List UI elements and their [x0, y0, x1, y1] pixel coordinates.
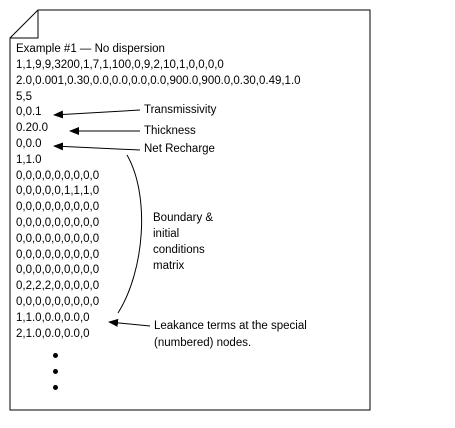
code-line: 0,0,0,0,0,0,0,0,0: [16, 296, 100, 308]
code-line: 0,0,0,0,0,0,0,0,0: [16, 264, 100, 277]
page-outline: [9, 9, 371, 411]
code-line: 0,0,0,0,0,0,0,0,0: [16, 201, 100, 214]
net-recharge-arrow: [53, 142, 141, 151]
boundary-label-line-3: conditions: [153, 244, 205, 256]
code-line: 1,1.0: [16, 153, 42, 166]
code-line: 0,0.0: [16, 138, 42, 150]
code-line: 0,0,0,0,0,0,0,0,0: [16, 232, 100, 245]
boundary-label-line-1: Boundary &: [153, 212, 214, 224]
leakance-label-line-1: Leakance terms at the special: [154, 320, 307, 332]
folded-corner: [10, 10, 39, 39]
continuation-dot: [53, 353, 58, 358]
code-line: 1,1.0,0.0,0.0,0: [16, 311, 90, 324]
code-line: 0,0,0,0,0,1,1,1,0: [16, 185, 100, 198]
leakance-arrow: [108, 318, 151, 327]
document-heading: Example #1 — No dispersion: [16, 43, 165, 55]
net-recharge-label: Net Recharge: [144, 143, 215, 155]
leakance-label-line-2: (numbered) nodes.: [154, 337, 252, 349]
code-line: 2.0,0.001,0.30,0.0,0.0,0.0,0.0,900.0,900…: [16, 74, 301, 87]
code-line: 0,0,0,0,0,0,0,0,0: [16, 169, 100, 182]
code-line: 2,1.0,0.0,0.0,0: [16, 327, 90, 340]
code-line: 0,0,0,0,0,0,0,0,0: [16, 248, 100, 261]
continuation-dot: [53, 369, 58, 374]
boundary-label-line-4: matrix: [153, 260, 185, 272]
code-line: 1,1,9,9,3200,1,7,1,100,0,9,2,10,1,0,0,0,…: [16, 59, 224, 71]
code-line: 5,5: [16, 90, 32, 103]
code-line: 0.20.0: [16, 122, 48, 135]
transmissivity-arrow: [53, 109, 141, 119]
code-line: 0,2,2,2,0,0,0,0,0: [16, 280, 100, 293]
boundary-label-line-2: initial: [153, 228, 180, 240]
thickness-label: Thickness: [144, 125, 196, 137]
code-line: 0,0.1: [16, 106, 42, 119]
transmissivity-label: Transmissivity: [144, 104, 217, 116]
continuation-dot: [53, 385, 58, 390]
code-line: 0,0,0,0,0,0,0,0,0: [16, 217, 100, 229]
boundary-brace: [117, 154, 143, 314]
